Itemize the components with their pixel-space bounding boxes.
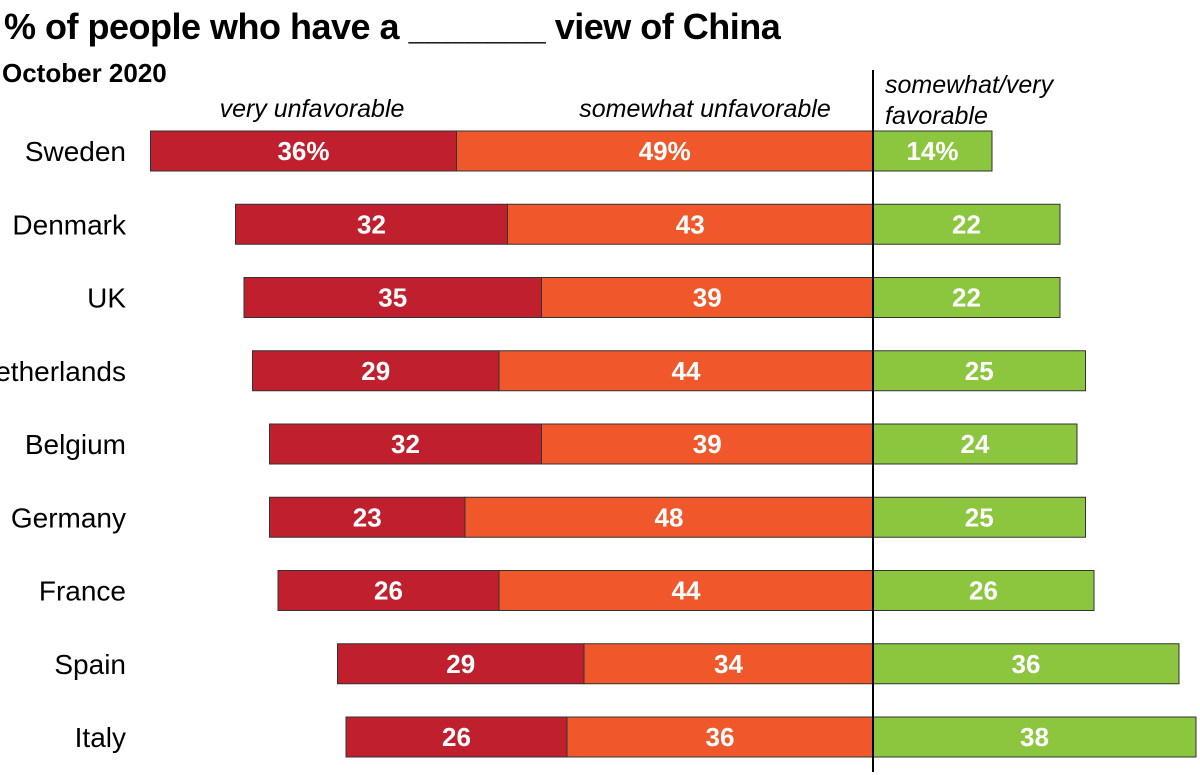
data-label-somewhat-unfavorable-france: 44 — [672, 576, 701, 606]
category-label-germany: Germany — [11, 502, 126, 533]
data-label-very-unfavorable-spain: 29 — [446, 649, 475, 679]
data-label-favorable-germany: 25 — [965, 502, 994, 532]
bar-favorable-italy — [872, 716, 1197, 758]
data-label-favorable-sweden: 14% — [906, 136, 958, 166]
bar-very-unfavorable-sweden — [150, 130, 457, 172]
bars-group: Sweden 36% 49% 14% Denmark 32 43 22 UK 35 39 22 Neth… — [0, 130, 1197, 758]
bar-favorable-france — [872, 570, 1095, 611]
data-label-somewhat-unfavorable-italy: 36 — [706, 722, 735, 752]
bar-very-unfavorable-uk — [243, 277, 542, 318]
data-label-very-unfavorable-italy: 26 — [442, 722, 471, 752]
data-label-favorable-netherlands: 25 — [965, 356, 994, 386]
bar-very-unfavorable-denmark — [235, 203, 508, 245]
category-label-uk: UK — [87, 283, 126, 314]
data-label-very-unfavorable-denmark: 32 — [357, 209, 386, 239]
bar-favorable-sweden — [872, 130, 993, 172]
bar-favorable-belgium — [872, 423, 1078, 465]
data-label-favorable-spain: 36 — [1012, 649, 1041, 679]
bar-favorable-germany — [872, 496, 1086, 538]
data-label-favorable-italy: 38 — [1020, 722, 1049, 752]
data-label-very-unfavorable-belgium: 32 — [391, 429, 420, 459]
bar-somewhat-unfavorable-spain — [583, 643, 874, 685]
category-label-denmark: Denmark — [12, 209, 127, 240]
bar-somewhat-unfavorable-italy — [566, 716, 874, 758]
category-label-sweden: Sweden — [25, 136, 126, 167]
data-label-very-unfavorable-netherlands: 29 — [361, 356, 390, 386]
bar-favorable-netherlands — [872, 350, 1086, 392]
category-label-italy: Italy — [75, 722, 126, 753]
header-very-unfavorable: very unfavorable — [220, 95, 405, 123]
data-label-very-unfavorable-france: 26 — [374, 576, 403, 606]
header-favorable-line2: favorable — [885, 102, 988, 130]
bar-very-unfavorable-belgium — [269, 423, 542, 465]
bar-very-unfavorable-netherlands — [252, 350, 500, 392]
bar-somewhat-unfavorable-germany — [464, 496, 874, 538]
category-label-spain: Spain — [54, 649, 126, 680]
header-favorable-line1: somewhat/very — [885, 71, 1055, 99]
bar-somewhat-unfavorable-netherlands — [498, 350, 874, 392]
bar-favorable-denmark — [872, 203, 1061, 245]
data-label-favorable-belgium: 24 — [961, 429, 990, 459]
data-label-somewhat-unfavorable-spain: 34 — [714, 649, 743, 679]
category-label-france: France — [39, 576, 126, 607]
bar-somewhat-unfavorable-belgium — [541, 423, 874, 465]
data-label-somewhat-unfavorable-belgium: 39 — [693, 429, 722, 459]
data-label-somewhat-unfavorable-sweden: 49% — [639, 136, 691, 166]
data-label-somewhat-unfavorable-netherlands: 44 — [672, 356, 701, 386]
category-label-netherlands: Netherlands — [0, 356, 126, 387]
bar-somewhat-unfavorable-uk — [541, 277, 874, 318]
data-label-somewhat-unfavorable-denmark: 43 — [676, 209, 705, 239]
data-label-favorable-denmark: 22 — [952, 209, 981, 239]
bar-favorable-uk — [872, 277, 1061, 318]
data-label-somewhat-unfavorable-uk: 39 — [693, 283, 722, 313]
data-label-favorable-uk: 22 — [952, 283, 981, 313]
bar-favorable-spain — [872, 643, 1180, 685]
chart-title: % of people who have a _______ view of C… — [4, 6, 781, 47]
data-label-very-unfavorable-sweden: 36% — [277, 136, 329, 166]
data-label-very-unfavorable-germany: 23 — [353, 502, 382, 532]
category-label-belgium: Belgium — [25, 429, 126, 460]
data-label-very-unfavorable-uk: 35 — [378, 283, 407, 313]
header-somewhat-unfavorable: somewhat unfavorable — [579, 95, 831, 123]
chart-subtitle: October 2020 — [2, 58, 167, 88]
data-label-somewhat-unfavorable-germany: 48 — [655, 502, 684, 532]
data-label-favorable-france: 26 — [969, 576, 998, 606]
bar-somewhat-unfavorable-denmark — [507, 203, 874, 245]
